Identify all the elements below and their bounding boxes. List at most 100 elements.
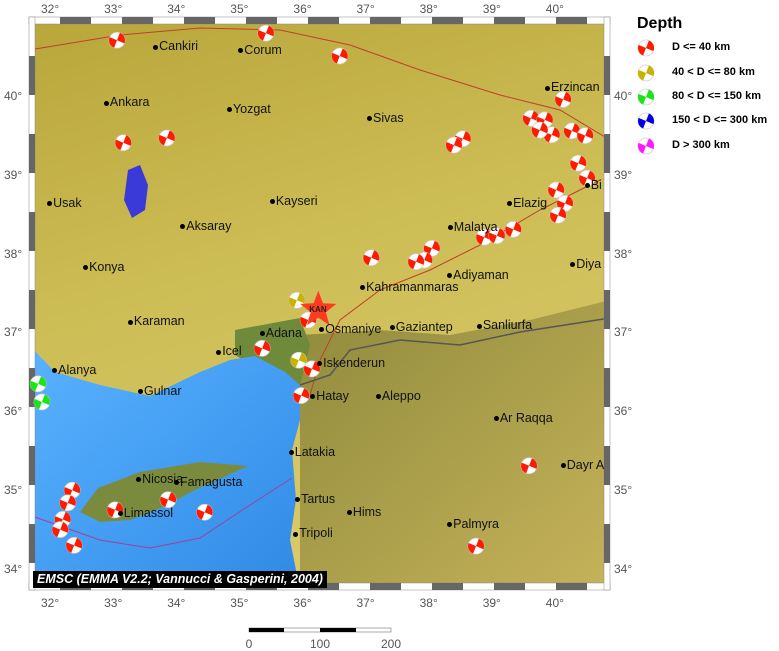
lat-tick-label: 35°: [4, 483, 23, 497]
frame-tick: [370, 17, 401, 24]
city-label: Iskenderun: [317, 356, 385, 370]
city-label: Limassol: [118, 506, 173, 520]
legend-label: 40 < D <= 80 km: [672, 66, 755, 78]
city-label: Sanliurfa: [477, 318, 532, 332]
lon-tick-label: 34°: [167, 2, 186, 16]
city-label: Latakia: [289, 445, 335, 459]
earthquake-beachball: [362, 249, 380, 267]
lon-tick-label: 37°: [356, 596, 375, 610]
city-label: Ar Raqqa: [494, 411, 553, 425]
lat-tick-label: 40°: [4, 89, 23, 103]
earthquake-beachball: [33, 393, 51, 411]
city-label: Yozgat: [227, 102, 271, 116]
epicenter-label: KAN: [309, 304, 327, 314]
earthquake-beachball: [445, 136, 463, 154]
city-label: Palmyra: [447, 517, 499, 531]
frame-tick: [604, 290, 610, 329]
lat-tick-label: 39°: [614, 167, 633, 182]
earthquake-beachball: [253, 340, 271, 357]
earthquake-beachball: [467, 537, 485, 555]
lon-tick-label: 40°: [545, 596, 564, 610]
earthquake-beachball: [108, 31, 126, 49]
lon-tick-label: 39°: [482, 596, 501, 610]
city-label: Hims: [347, 505, 381, 519]
earthquake-beachball: [549, 206, 567, 224]
lon-tick-label: 34°: [167, 596, 186, 610]
city-label: Diya: [570, 257, 601, 271]
earthquake-beachball: [504, 221, 522, 238]
frame-tick: [432, 583, 463, 590]
city-label: Tartus: [295, 492, 335, 506]
city-label: Karaman: [128, 314, 185, 328]
frame-tick: [29, 212, 35, 251]
lon-tick-label: 38°: [419, 2, 438, 16]
lat-tick-label: 34°: [4, 561, 23, 576]
legend-beachball-icon: [637, 137, 655, 155]
city-label: Gaziantep: [390, 320, 453, 334]
lon-tick-label: 33°: [104, 2, 123, 16]
scale-label: 100: [309, 637, 331, 651]
lat-tick-label: 35°: [614, 483, 633, 497]
city-label: Aksaray: [180, 219, 231, 233]
fault-line: [28, 27, 611, 141]
earthquake-beachball: [59, 494, 77, 512]
lon-tick-label: 39°: [482, 2, 501, 16]
lon-tick-label: 36°: [293, 2, 312, 16]
earthquake-beachball: [29, 375, 47, 393]
frame-tick: [29, 290, 35, 329]
earthquake-beachball: [563, 122, 581, 140]
lon-tick-label: 35°: [230, 2, 249, 16]
city-label: Bi: [585, 178, 602, 192]
earthquake-beachball: [569, 154, 587, 172]
earthquake-beachball: [331, 47, 349, 65]
frame-tick: [370, 583, 401, 590]
epicenter-star-icon: [300, 290, 337, 326]
frame-tick: [29, 446, 35, 485]
earthquake-beachball: [159, 491, 177, 509]
earthquake-beachball: [522, 109, 540, 127]
frame-tick: [604, 368, 610, 407]
legend-label: D <= 40 km: [672, 41, 731, 53]
earthquake-beachball: [65, 537, 83, 554]
earthquake-beachball: [288, 291, 306, 309]
plate-boundary: [28, 477, 293, 549]
earthquake-beachball: [51, 521, 69, 538]
city-label: Elazig: [507, 196, 547, 210]
city-label: Cankiri: [153, 39, 198, 53]
lon-tick-label: 33°: [104, 596, 123, 610]
frame-tick: [604, 134, 610, 173]
frame-tick: [494, 583, 525, 590]
frame-tick: [60, 17, 91, 24]
lat-tick-label: 40°: [614, 89, 633, 103]
lon-tick-label: 35°: [230, 596, 249, 610]
lat-tick-label: 37°: [614, 325, 633, 340]
earthquake-beachball: [407, 253, 425, 271]
city-label: Osmaniye: [319, 322, 381, 336]
city-label: Kayseri: [270, 194, 318, 208]
city-label: Erzincan: [545, 80, 600, 94]
lake-tuz: [124, 165, 148, 218]
legend-label: 150 < D <= 300 km: [672, 114, 768, 126]
legend-beachball-icon: [637, 112, 655, 130]
city-label: Tripoli: [293, 526, 333, 540]
lon-tick-label: 32°: [41, 596, 60, 610]
earthquake-beachball: [158, 129, 176, 147]
city-label: Ankara: [104, 95, 150, 109]
city-label: Icel: [216, 344, 241, 358]
sea: [29, 345, 300, 590]
frame-tick: [604, 524, 610, 563]
city-label: Hatay: [310, 389, 349, 403]
frame-tick: [604, 212, 610, 251]
frame-tick: [556, 17, 587, 24]
city-label: Kahramanmaras: [360, 280, 458, 294]
syria-plain: [300, 300, 610, 590]
lon-tick-label: 32°: [41, 2, 60, 16]
frame-tick: [29, 524, 35, 563]
lat-tick-label: 39°: [4, 167, 23, 182]
earthquake-beachball: [531, 121, 549, 139]
legend-label: 80 < D <= 150 km: [672, 90, 761, 102]
legend-beachball-icon: [637, 88, 655, 106]
city-label: Adiyaman: [447, 268, 509, 282]
legend-beachball-icon: [637, 39, 655, 57]
legend-beachball-icon: [637, 64, 655, 82]
